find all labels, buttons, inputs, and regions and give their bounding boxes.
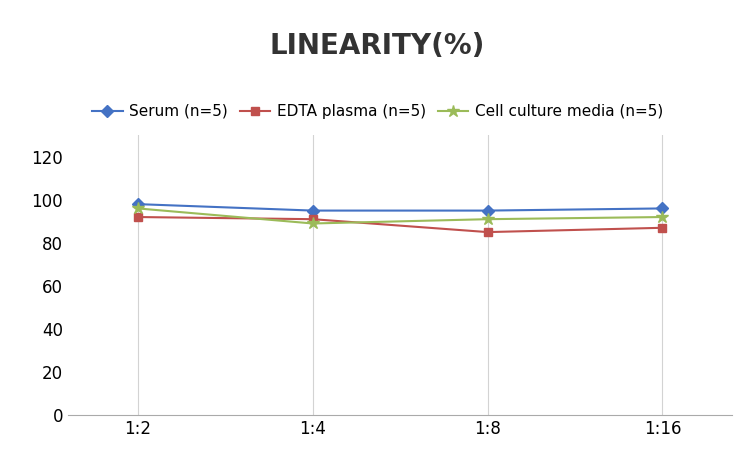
Cell culture media (n=5) [308,221,317,226]
Legend: Serum (n=5), EDTA plasma (n=5), Cell culture media (n=5): Serum (n=5), EDTA plasma (n=5), Cell cul… [86,98,669,125]
Serum (n=5) [308,208,317,213]
Serum (n=5) [134,202,143,207]
Line: Serum (n=5): Serum (n=5) [134,200,667,215]
Cell culture media (n=5) [658,214,667,220]
EDTA plasma (n=5) [134,214,143,220]
Cell culture media (n=5) [483,216,492,222]
Text: LINEARITY(%): LINEARITY(%) [270,32,485,60]
Serum (n=5) [658,206,667,211]
Line: EDTA plasma (n=5): EDTA plasma (n=5) [134,213,667,236]
Serum (n=5) [483,208,492,213]
Cell culture media (n=5) [134,206,143,211]
EDTA plasma (n=5) [658,225,667,230]
EDTA plasma (n=5) [483,230,492,235]
EDTA plasma (n=5) [308,216,317,222]
Line: Cell culture media (n=5): Cell culture media (n=5) [131,202,669,230]
